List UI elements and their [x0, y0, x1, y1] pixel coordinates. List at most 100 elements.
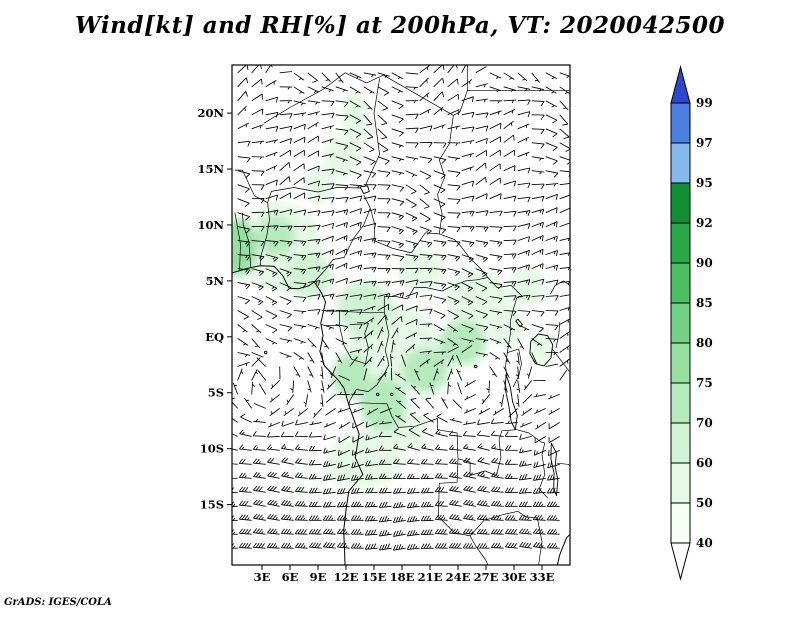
- wind-barb: [265, 268, 278, 278]
- wind-barb: [517, 279, 531, 286]
- colorbar-label: 92: [696, 216, 713, 230]
- wind-barb: [559, 331, 570, 339]
- wind-barb: [365, 460, 378, 467]
- wind-barb: [378, 487, 392, 494]
- wind-barb: [322, 487, 336, 495]
- wind-barb: [475, 162, 487, 172]
- wind-barb: [532, 487, 546, 494]
- wind-barb: [447, 338, 459, 346]
- wind-barb: [391, 280, 405, 286]
- wind-barb: [279, 113, 293, 119]
- wind-barb: [476, 514, 490, 521]
- wind-barb: [364, 543, 378, 550]
- wind-barb: [489, 177, 501, 186]
- wind-barb: [448, 542, 462, 549]
- wind-barb: [436, 413, 448, 423]
- wind-barb: [518, 487, 532, 494]
- wind-barb: [405, 72, 419, 75]
- wind-barb: [307, 224, 321, 231]
- wind-barb: [419, 108, 431, 116]
- wind-barb: [532, 514, 546, 521]
- wind-barb: [251, 240, 265, 247]
- wind-barb: [253, 513, 266, 521]
- wind-barb: [267, 513, 280, 521]
- wind-barb: [434, 472, 448, 479]
- wind-barb: [449, 513, 462, 521]
- wind-barb: [517, 167, 531, 174]
- wind-barb: [307, 100, 321, 105]
- wind-barb: [396, 399, 406, 409]
- colorbar-label: 70: [696, 416, 713, 430]
- wind-barb: [377, 72, 390, 78]
- wind-barb: [420, 515, 434, 522]
- wind-barb: [547, 461, 560, 469]
- colorbar-segment: [670, 262, 691, 304]
- wind-barb: [337, 449, 350, 456]
- wind-barb: [335, 114, 349, 121]
- wind-barb: [253, 472, 266, 479]
- wind-barb: [489, 268, 503, 276]
- wind-barb: [251, 140, 265, 145]
- calm-circle: [376, 392, 380, 397]
- wind-barb: [281, 485, 294, 493]
- wind-barb: [545, 156, 558, 165]
- wind-barb: [534, 408, 546, 414]
- wind-barb: [377, 304, 390, 311]
- wind-barb: [461, 338, 475, 344]
- wind-barb: [244, 397, 253, 409]
- wind-barb: [461, 126, 475, 133]
- wind-barb: [489, 193, 502, 200]
- wind-barb: [350, 515, 364, 521]
- wind-barb: [463, 471, 476, 479]
- wind-barb: [237, 156, 251, 163]
- border-line: [325, 296, 385, 314]
- wind-barb: [489, 136, 502, 144]
- wind-barb: [251, 93, 263, 102]
- wind-barb: [351, 408, 364, 414]
- wind-barb: [547, 449, 560, 456]
- wind-barb: [308, 501, 322, 508]
- wind-barb: [335, 100, 349, 108]
- wind-barb: [307, 111, 320, 116]
- border-line: [339, 321, 369, 365]
- wind-barb: [377, 212, 391, 218]
- wind-barb: [503, 253, 517, 259]
- wind-barb: [293, 209, 307, 216]
- wind-barb: [519, 447, 532, 454]
- wind-barb: [238, 528, 252, 535]
- wind-barb: [267, 485, 280, 493]
- wind-barb: [423, 412, 434, 423]
- wind-barb: [419, 308, 433, 315]
- wind-barb: [503, 352, 511, 364]
- wind-barb: [447, 212, 461, 219]
- wind-barb: [489, 240, 503, 247]
- wind-barb: [517, 123, 530, 130]
- wind-barb: [559, 194, 570, 200]
- wind-barb: [237, 324, 248, 333]
- wind-barb: [251, 65, 263, 74]
- wind-barb: [265, 179, 278, 186]
- wind-barb: [265, 240, 279, 247]
- wind-barb: [405, 86, 419, 91]
- wind-barb: [237, 282, 251, 290]
- wind-barb: [377, 293, 391, 299]
- wind-barb: [237, 198, 250, 207]
- wind-barb: [251, 226, 265, 232]
- wind-barb: [256, 357, 266, 367]
- wind-barb: [464, 408, 476, 414]
- wind-barb: [293, 324, 307, 329]
- wind-barb: [461, 344, 473, 353]
- wind-barb: [392, 473, 406, 479]
- wind-barb: [447, 346, 460, 353]
- wind-barb: [433, 170, 446, 179]
- wind-barb: [349, 235, 362, 242]
- wind-barb: [391, 128, 404, 137]
- wind-barb: [280, 514, 294, 521]
- wind-barb: [475, 193, 488, 200]
- wind-barb: [419, 323, 433, 327]
- wind-barb: [393, 530, 406, 537]
- border-line: [552, 348, 570, 373]
- wind-barb: [265, 65, 273, 74]
- wind-barb: [425, 397, 435, 409]
